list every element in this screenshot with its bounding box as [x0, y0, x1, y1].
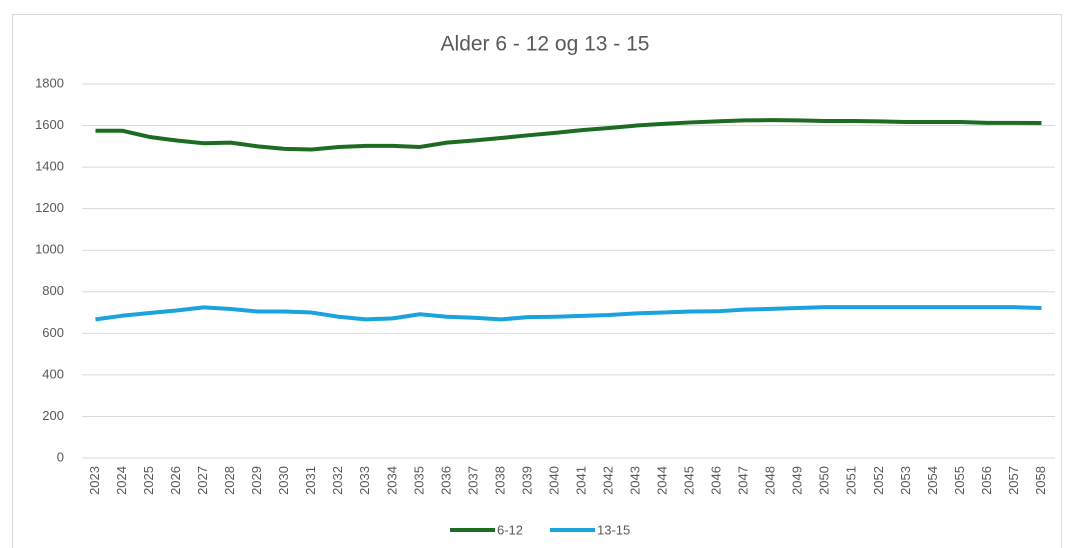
x-tick-label: 2044	[655, 466, 670, 495]
x-tick-label: 2051	[844, 466, 859, 495]
x-tick-label: 2056	[979, 466, 994, 495]
x-tick-label: 2050	[817, 466, 832, 495]
x-tick-label: 2024	[114, 466, 129, 495]
y-tick-label: 1800	[35, 75, 64, 90]
x-tick-label: 2030	[276, 466, 291, 495]
x-tick-label: 2046	[709, 466, 724, 495]
y-tick-label: 1200	[35, 200, 64, 215]
x-tick-label: 2032	[330, 466, 345, 495]
x-tick-label: 2041	[573, 466, 588, 495]
chart-frame	[12, 14, 1062, 548]
x-tick-label: 2048	[763, 466, 778, 495]
x-tick-label: 2049	[790, 466, 805, 495]
x-tick-label: 2058	[1033, 466, 1048, 495]
chart-title: Alder 6 - 12 og 13 - 15	[441, 33, 650, 56]
x-tick-label: 2033	[357, 466, 372, 495]
legend-label: 6-12	[497, 522, 523, 537]
x-tick-label: 2055	[952, 466, 967, 495]
x-tick-label: 2040	[546, 466, 561, 495]
y-tick-label: 1600	[35, 117, 64, 132]
y-tick-label: 400	[42, 366, 64, 381]
x-tick-label: 2045	[682, 466, 697, 495]
x-tick-label: 2034	[384, 466, 399, 495]
legend-label: 13-15	[597, 522, 630, 537]
x-tick-label: 2052	[871, 466, 886, 495]
y-tick-label: 200	[42, 408, 64, 423]
y-tick-label: 800	[42, 283, 64, 298]
x-tick-label: 2047	[736, 466, 751, 495]
x-tick-label: 2027	[195, 466, 210, 495]
x-tick-label: 2043	[628, 466, 643, 495]
line-series	[95, 305, 1042, 322]
x-tick-label: 2026	[168, 466, 183, 495]
x-tick-label: 2057	[1006, 466, 1021, 495]
y-tick-label: 1000	[35, 242, 64, 257]
x-tick-label: 2035	[411, 466, 426, 495]
x-tick-label: 2028	[222, 466, 237, 495]
x-tick-label: 2036	[438, 466, 453, 495]
x-tick-label: 2054	[925, 466, 940, 495]
x-tick-label: 2029	[249, 466, 264, 495]
y-tick-label: 0	[57, 449, 64, 464]
x-tick-label: 2053	[898, 466, 913, 495]
x-tick-label: 2031	[303, 466, 318, 495]
y-tick-label: 600	[42, 325, 64, 340]
x-tick-label: 2042	[600, 466, 615, 495]
x-tick-label: 2023	[87, 466, 102, 495]
x-tick-label: 2037	[465, 466, 480, 495]
line-series	[95, 118, 1042, 152]
x-tick-label: 2025	[141, 466, 156, 495]
x-tick-label: 2038	[492, 466, 507, 495]
x-tick-label: 2039	[519, 466, 534, 495]
y-tick-label: 1400	[35, 159, 64, 174]
